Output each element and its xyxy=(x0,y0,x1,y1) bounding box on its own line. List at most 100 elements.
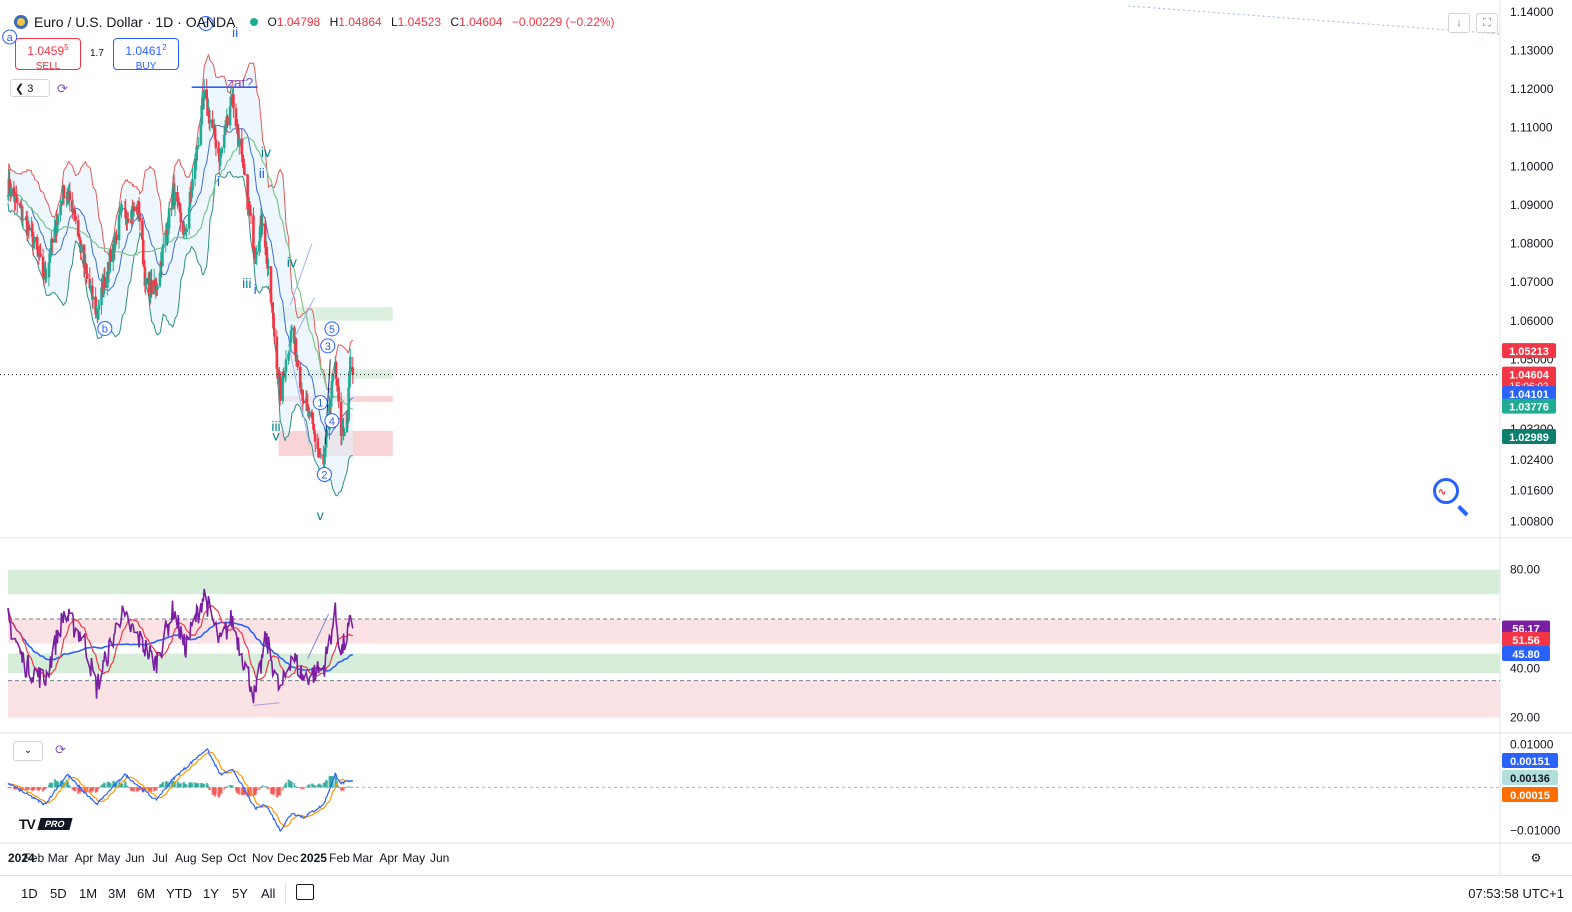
wave-label-circle xyxy=(320,338,336,354)
trend-line xyxy=(324,359,331,445)
timeframe-1d[interactable]: 1D xyxy=(21,886,38,901)
macd-histogram-bar xyxy=(10,787,13,788)
chevron-down-icon[interactable]: ⌄ xyxy=(13,741,43,761)
macd-line xyxy=(7,748,353,833)
candle-body xyxy=(10,187,13,197)
candle-body xyxy=(278,371,281,377)
calendar-icon[interactable] xyxy=(296,884,314,900)
candle-body xyxy=(311,418,315,425)
price-label-value: 1.04604 xyxy=(1509,370,1550,382)
candle-body xyxy=(35,237,39,250)
macd-histogram-bar xyxy=(231,785,234,788)
candle-body xyxy=(118,212,122,216)
price-tick-label: 1.11000 xyxy=(1510,121,1553,135)
toolbar-divider xyxy=(285,882,286,904)
price-tick-label: 1.02400 xyxy=(1510,453,1554,467)
candle-body xyxy=(126,218,130,222)
buy-button[interactable]: 1.04612 BUY xyxy=(113,38,179,72)
price-tick-label: 1.10000 xyxy=(1510,159,1554,173)
indicators-toggle[interactable]: ❮ 3 xyxy=(10,79,50,97)
timeframe-1y[interactable]: 1Y xyxy=(203,886,219,901)
zoom-search-icon[interactable]: ∿ xyxy=(1433,478,1459,504)
candle-body xyxy=(123,207,127,210)
macd-histogram-bar xyxy=(150,787,153,792)
candle-body xyxy=(144,278,148,286)
timeframe-6m[interactable]: 6M xyxy=(137,886,156,901)
price-label-tag xyxy=(1502,343,1556,359)
sync-icon[interactable]: ⟳ xyxy=(55,742,66,757)
time-tick-label: Sep xyxy=(201,851,223,865)
candle-body xyxy=(131,206,135,217)
macd-value-tag xyxy=(1502,753,1558,768)
candle-body xyxy=(94,296,97,315)
candle-body xyxy=(138,213,142,221)
macd-histogram-bar xyxy=(133,787,136,792)
candle-body xyxy=(202,89,206,101)
candle-body xyxy=(32,242,36,247)
wave-label: iv xyxy=(261,144,271,160)
candle-body xyxy=(156,286,159,290)
price-label-tag xyxy=(1502,398,1556,414)
macd-tick-label: −0.01000 xyxy=(1510,823,1561,837)
candle-body xyxy=(117,215,121,241)
candle-body xyxy=(214,139,218,149)
sell-button[interactable]: 1.04595 SELL xyxy=(15,38,81,72)
macd-histogram-bar xyxy=(232,786,235,788)
download-icon[interactable]: ↓ xyxy=(1448,13,1470,33)
price-label-tag xyxy=(1502,429,1556,445)
macd-histogram-bar xyxy=(206,783,209,788)
price-label-value: 1.03776 xyxy=(1509,402,1549,414)
macd-histogram-bar xyxy=(203,784,206,788)
time-tick-label: Feb xyxy=(24,851,45,865)
candle-body xyxy=(226,116,229,126)
macd-histogram-bar xyxy=(337,787,340,788)
macd-histogram-bar xyxy=(264,786,267,788)
symbol-title[interactable]: Euro / U.S. Dollar · 1D · OANDA xyxy=(34,14,236,30)
candle-body xyxy=(153,280,157,289)
candle-body xyxy=(167,208,171,229)
price-tick-label: 1.09000 xyxy=(1510,198,1554,212)
candle-body xyxy=(296,359,300,367)
macd-histogram-bar xyxy=(267,787,270,790)
bollinger-fill xyxy=(8,55,353,496)
candle-body xyxy=(275,336,279,369)
candle-body xyxy=(199,124,203,145)
timeframe-1m[interactable]: 1M xyxy=(79,886,98,901)
tradingview-logo: TV PRO xyxy=(19,816,73,832)
macd-histogram-bar xyxy=(156,787,159,788)
candle-body xyxy=(323,447,327,458)
price-tick-label: 1.06000 xyxy=(1510,314,1554,328)
candle-body xyxy=(85,270,88,274)
candle-body xyxy=(95,311,98,315)
macd-histogram-bar xyxy=(259,787,262,789)
candle-body xyxy=(66,194,70,199)
candle-body xyxy=(258,226,262,242)
macd-histogram-bar xyxy=(97,787,100,790)
rsi-value-label: 45.80 xyxy=(1512,649,1540,661)
macd-histogram-bar xyxy=(39,787,42,790)
rsi-tick-label: 80.00 xyxy=(1510,563,1540,577)
candle-body xyxy=(271,306,274,313)
timeframe-5d[interactable]: 5D xyxy=(50,886,67,901)
sync-icon[interactable]: ⟳ xyxy=(57,81,68,96)
macd-value-label: 0.00136 xyxy=(1510,773,1550,785)
candle-body xyxy=(78,237,82,241)
candle-body xyxy=(282,371,285,376)
candle-body xyxy=(25,218,28,221)
timeframe-3m[interactable]: 3M xyxy=(108,886,127,901)
candle-body xyxy=(206,98,209,116)
maximize-icon[interactable]: ⛶ xyxy=(1476,13,1498,33)
candle-body xyxy=(48,256,52,263)
timeframe-ytd[interactable]: YTD xyxy=(166,886,192,901)
macd-histogram-bar xyxy=(295,786,298,788)
candle-body xyxy=(252,215,255,249)
rsi-value-label: 51.56 xyxy=(1512,635,1540,647)
candle-body xyxy=(143,266,147,286)
macd-histogram-bar xyxy=(325,780,328,788)
candle-body xyxy=(129,221,133,223)
timeframe-5y[interactable]: 5Y xyxy=(232,886,248,901)
candle-body xyxy=(68,190,72,201)
timeframe-all[interactable]: All xyxy=(261,886,276,901)
candle-body xyxy=(91,296,95,300)
